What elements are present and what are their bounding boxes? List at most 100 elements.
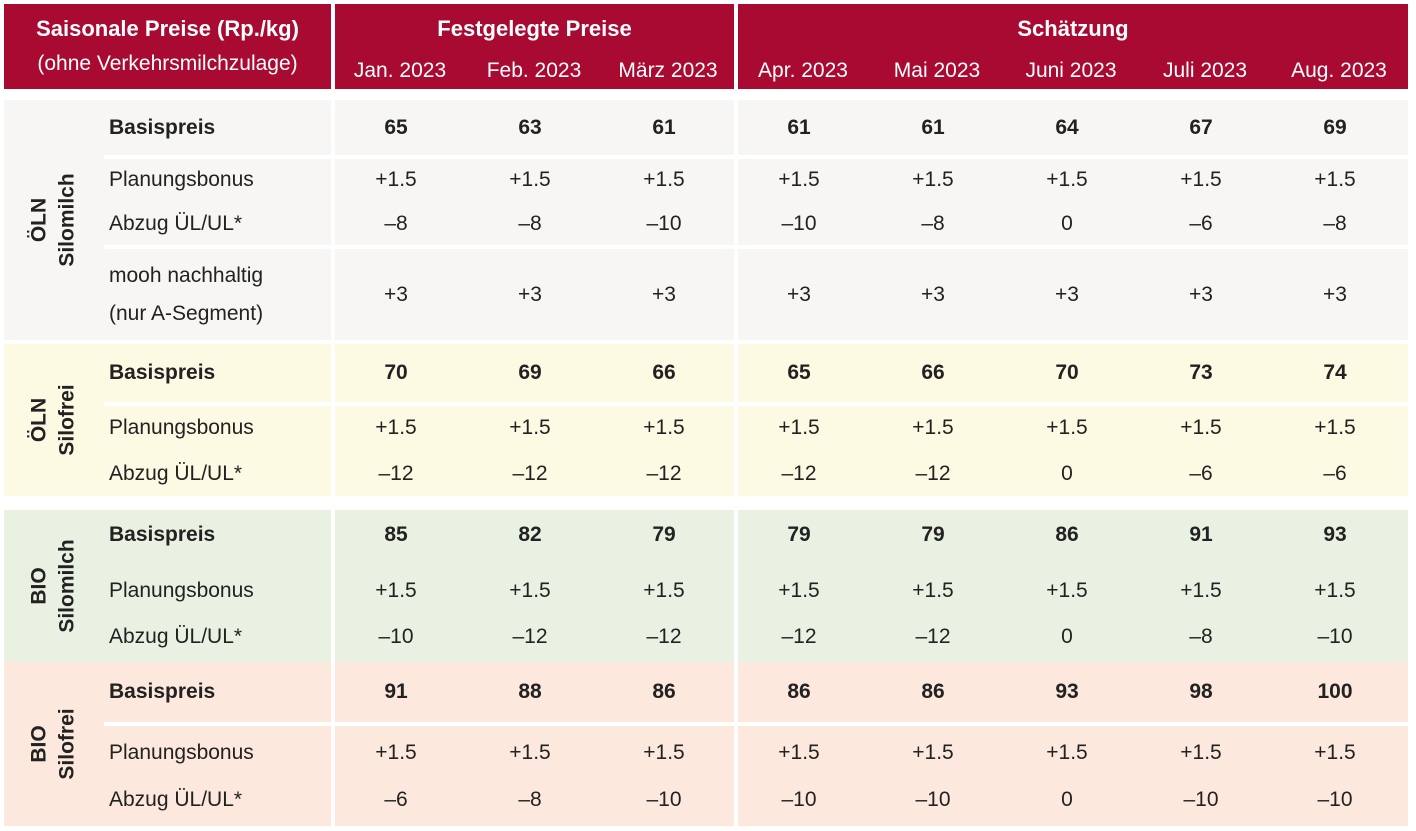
month-header: Apr. 2023	[758, 59, 848, 82]
month-header: Juni 2023	[1025, 59, 1117, 82]
table-row: mooh nachhaltig (nur A-Segment) +3 +3 +3 +3 +3…	[4, 250, 1408, 340]
price-cell: +1.5	[1046, 416, 1088, 439]
price-cell: 65	[787, 361, 811, 384]
table-row: Abzug ÜL/UL* –10 –12 –12 –12 –12 0 –8 –10	[4, 614, 1408, 660]
column-separator	[734, 100, 738, 340]
price-cell: –12	[915, 625, 951, 648]
price-cell: +1.5	[1314, 168, 1356, 191]
price-cell: –10	[1183, 788, 1219, 811]
price-cell: +1.5	[778, 579, 820, 602]
price-cell: +1.5	[912, 168, 954, 191]
price-cell: 91	[384, 680, 408, 703]
header-fixed-prices: Festgelegte Preise Jan. 2023 Feb. 2023 M…	[335, 4, 734, 89]
price-cell: 79	[787, 523, 811, 546]
price-cell: +1.5	[509, 416, 551, 439]
price-cell: 61	[652, 115, 676, 139]
price-cell: +1.5	[375, 168, 417, 191]
price-cell: +1.5	[1180, 579, 1222, 602]
price-cell: +1.5	[912, 416, 954, 439]
price-cell: +3	[921, 283, 945, 306]
price-cell: 74	[1323, 361, 1347, 384]
table-row: Planungsbonus +1.5 +1.5 +1.5 +1.5 +1.5 +1.5 +1.…	[4, 568, 1408, 614]
price-cell: 0	[1061, 788, 1073, 811]
row-label: mooh nachhaltig (nur A-Segment)	[109, 257, 263, 333]
price-cell: +1.5	[375, 741, 417, 764]
row-separator	[104, 245, 1408, 249]
price-cell: –12	[378, 462, 414, 485]
month-header: Jan. 2023	[353, 59, 447, 82]
group-band-bio-silofrei	[4, 662, 1408, 826]
table-row: Basispreis 70 69 66 65 66 70 73 74	[4, 344, 1408, 402]
price-cell: +3	[1189, 283, 1213, 306]
price-cell: –12	[512, 625, 548, 648]
price-cell: +1.5	[643, 168, 685, 191]
price-cell: 61	[787, 115, 811, 139]
month-header: Aug. 2023	[1291, 59, 1387, 82]
price-cell: 93	[1323, 523, 1347, 546]
price-cell: 88	[518, 680, 542, 703]
table-row: Planungsbonus +1.5 +1.5 +1.5 +1.5 +1.5 +1.5 +1.…	[4, 726, 1408, 780]
price-cell: 69	[518, 361, 542, 384]
table-row: Planungsbonus +1.5 +1.5 +1.5 +1.5 +1.5 +1.5 +1.…	[4, 405, 1408, 451]
price-cell: +3	[787, 283, 811, 306]
price-cell: 63	[518, 115, 542, 139]
price-cell: +1.5	[1046, 741, 1088, 764]
row-label: Basispreis	[109, 680, 216, 703]
table-title: Saisonale Preise (Rp./kg)	[36, 16, 299, 41]
group-band-oln-silomilch	[4, 100, 1408, 340]
price-cell: –8	[1323, 212, 1347, 235]
price-cell: 0	[1061, 625, 1073, 648]
price-cell: +1.5	[375, 416, 417, 439]
price-cell: 65	[384, 115, 408, 139]
price-cell: +3	[518, 283, 542, 306]
table-row: Basispreis 85 82 79 79 79 86 91 93	[4, 510, 1408, 560]
price-cell: 66	[652, 361, 676, 384]
price-cell: –8	[384, 212, 408, 235]
row-label: Planungsbonus	[109, 741, 254, 764]
price-cell: 79	[921, 523, 945, 546]
row-label-line1: mooh nachhaltig	[109, 264, 264, 287]
price-cell: +1.5	[643, 579, 685, 602]
month-header: Juli 2023	[1162, 59, 1248, 82]
price-cell: –10	[646, 212, 682, 235]
price-cell: +1.5	[912, 579, 954, 602]
row-separator	[104, 155, 1408, 159]
price-cell: 70	[384, 361, 408, 384]
price-cell: –8	[1189, 625, 1213, 648]
column-separator	[331, 100, 335, 340]
price-cell: +1.5	[509, 741, 551, 764]
price-cell: 93	[1055, 680, 1079, 703]
table-row: Planungsbonus +1.5 +1.5 +1.5 +1.5 +1.5 +1.5 +1.…	[4, 158, 1408, 202]
price-cell: +3	[1055, 283, 1079, 306]
month-header: März 2023	[618, 59, 718, 82]
price-cell: –12	[646, 462, 682, 485]
price-cell: +1.5	[1180, 416, 1222, 439]
column-separator	[331, 344, 335, 496]
price-cell: +1.5	[1180, 741, 1222, 764]
price-cell: –6	[384, 788, 408, 811]
column-separator	[734, 344, 738, 496]
price-cell: 86	[652, 680, 676, 703]
price-cell: 86	[1055, 523, 1079, 546]
row-label: Abzug ÜL/UL*	[109, 625, 243, 648]
price-cell: –10	[1317, 625, 1353, 648]
row-label-line2: (nur A-Segment)	[109, 302, 264, 325]
month-header: Mai 2023	[893, 59, 981, 82]
price-cell: 69	[1323, 115, 1347, 139]
price-cell: 85	[384, 523, 408, 546]
price-cell: +1.5	[912, 741, 954, 764]
price-cell: –8	[518, 212, 542, 235]
table-row: Abzug ÜL/UL* –8 –8 –10 –10 –8 0 –6 –8	[4, 202, 1408, 246]
price-cell: +1.5	[1046, 168, 1088, 191]
price-cell: 91	[1189, 523, 1213, 546]
group-fixed-label: Festgelegte Preise	[437, 16, 632, 41]
price-cell: –10	[378, 625, 414, 648]
row-label: Planungsbonus	[109, 579, 254, 602]
price-cell: –10	[1317, 788, 1353, 811]
price-cell: +1.5	[778, 741, 820, 764]
table-row: Basispreis 65 63 61 61 61 64 67 69	[4, 100, 1408, 155]
price-cell: –8	[518, 788, 542, 811]
price-cell: +3	[652, 283, 676, 306]
price-cell: –10	[781, 788, 817, 811]
month-header: Feb. 2023	[486, 59, 582, 82]
